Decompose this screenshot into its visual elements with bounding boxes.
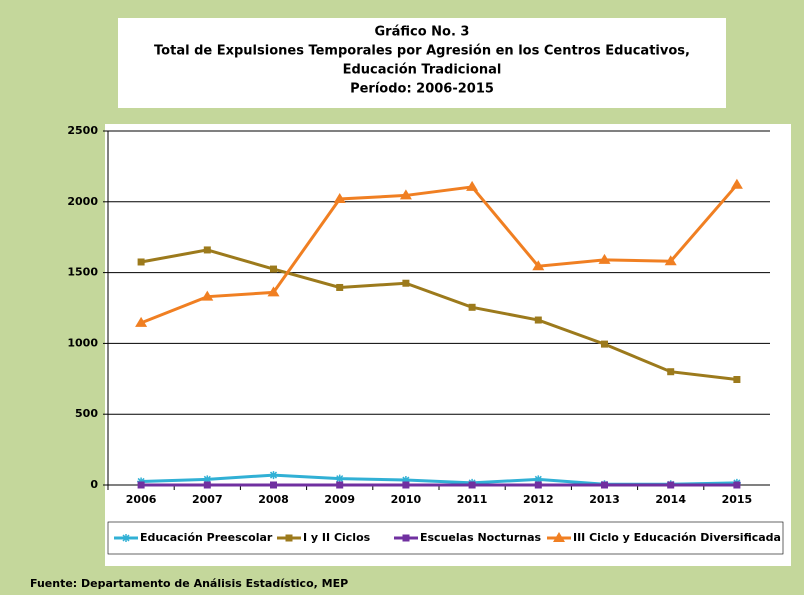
point [270,481,277,489]
point [598,253,611,264]
point [534,481,542,489]
point [203,246,211,254]
point [336,283,344,291]
point [336,481,344,489]
chart-title: Período: 2006-2015 [350,82,494,97]
point [203,481,211,489]
y-tick-label: 1000 [67,336,98,349]
x-tick-label: 2008 [258,493,289,506]
x-tick-label: 2009 [324,493,355,506]
source: Fuente: Departamento de Análisis Estadís… [30,577,348,590]
y-tick-label: 0 [90,478,98,491]
legend-label: Escuelas Nocturnas [420,531,541,544]
y-tick-label: 1500 [67,266,98,279]
x-tick-label: 2012 [523,493,554,506]
point [733,481,741,489]
x-tick-label: 2014 [655,493,686,506]
plot-area [105,124,791,566]
x-tick-label: 2013 [589,493,620,506]
legend-label: Educación Preescolar [140,531,273,544]
point [730,178,743,189]
point [270,265,277,273]
point [335,474,344,483]
legend-label: I y II Ciclos [303,531,371,544]
point [667,481,675,489]
point [201,290,214,301]
point [468,481,476,489]
point [137,477,146,486]
chart-title: Gráfico No. 3 [375,25,470,40]
y-tick-label: 2000 [67,195,98,208]
point [269,471,278,480]
point [601,481,608,489]
point [667,368,675,376]
title-box [118,18,726,108]
point [401,476,410,485]
point [137,481,145,489]
x-tick-label: 2007 [192,493,223,506]
point [399,189,412,200]
x-tick-label: 2010 [391,493,422,506]
x-tick-label: 2011 [457,493,488,506]
point [333,192,346,203]
point [137,258,145,266]
point [402,279,410,287]
point [203,475,212,484]
point [402,481,410,489]
point [466,180,479,191]
point [534,316,542,324]
point [532,260,545,271]
chart-title: Total de Expulsiones Temporales por Agre… [154,44,690,59]
point [135,316,148,327]
point [534,475,543,484]
legend-marker [402,534,410,542]
point [468,303,476,311]
x-tick-label: 2015 [722,493,753,506]
series-line [140,183,739,325]
point [664,255,677,266]
chart-title: Educación Tradicional [343,63,502,78]
legend-marker [122,534,130,542]
y-tick-label: 2500 [67,124,98,137]
point [601,340,608,348]
series-line [140,248,738,381]
x-tick-label: 2006 [126,493,157,506]
y-tick-label: 500 [75,407,98,420]
legend-marker [285,534,293,542]
legend-label: III Ciclo y Educación Diversificada [573,531,781,544]
legend-box [107,521,784,555]
point [733,376,741,384]
legend-marker [553,532,565,542]
point [267,286,280,297]
